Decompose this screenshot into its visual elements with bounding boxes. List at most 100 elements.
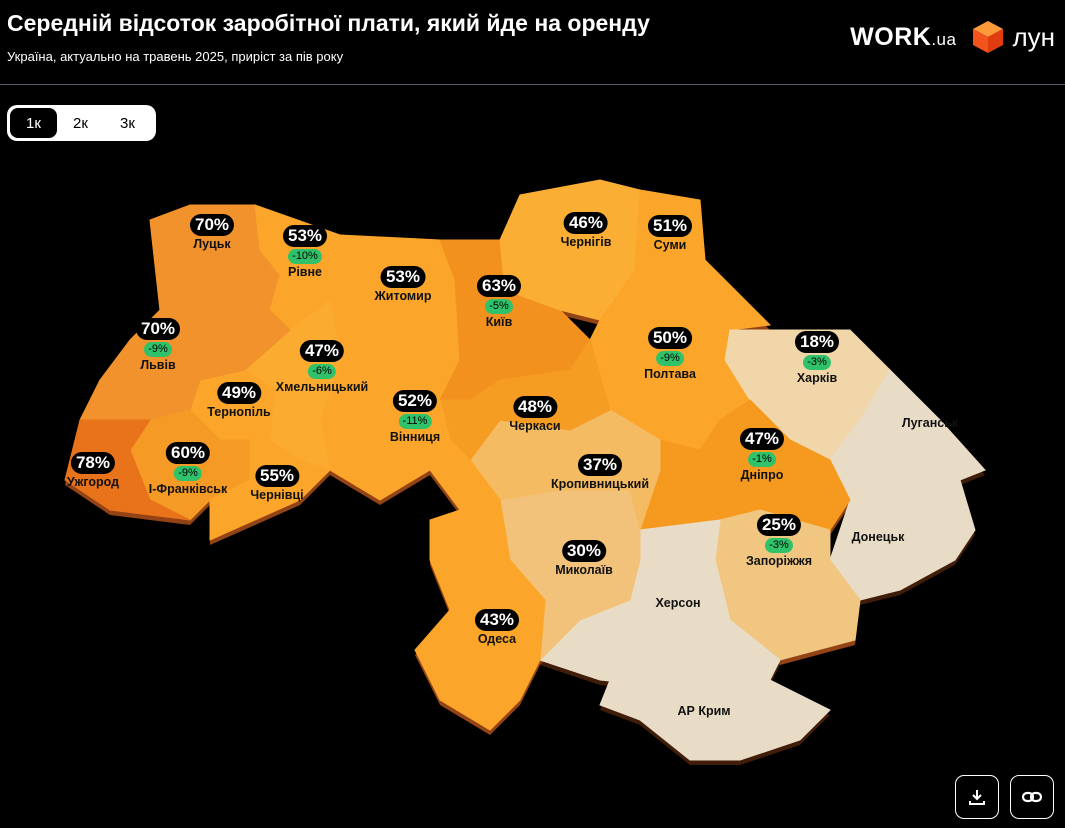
change-badge: -9%: [144, 342, 172, 357]
rent-share-value: 25%: [756, 514, 802, 536]
region-name: Київ: [485, 315, 513, 329]
region-label-kropyvnytskyi: 37% Кропивницький: [551, 454, 649, 491]
region-label-cherkasy: 48% Черкаси: [509, 396, 561, 433]
tab-3k[interactable]: 3к: [120, 114, 135, 132]
download-icon: [969, 790, 985, 805]
region-label-kharkiv: 18% -3% Харків: [794, 331, 840, 385]
region-name: Житомир: [374, 289, 432, 303]
change-badge: -10%: [288, 249, 322, 264]
region-label-zaporizhzhia: 25% -3% Запоріжжя: [746, 514, 812, 568]
region-label-donetsk: Донецьк: [852, 529, 905, 544]
region-crimea[interactable]: [599, 679, 831, 761]
region-name: Харків: [796, 371, 838, 385]
region-label-mykolaiv: 30% Миколаїв: [555, 540, 613, 577]
rent-share-value: 78%: [70, 452, 116, 474]
region-label-sumy: 51% Суми: [647, 215, 693, 252]
change-badge: -9%: [174, 466, 202, 481]
rent-share-value: 47%: [299, 340, 345, 362]
region-name: Кропивницький: [550, 477, 650, 491]
region-name: АР Крим: [677, 704, 731, 718]
download-button[interactable]: [955, 775, 999, 819]
work-logo-text: WORK: [850, 22, 932, 51]
page-subtitle: Україна, актуально на травень 2025, прир…: [7, 49, 344, 64]
region-label-poltava: 50% -9% Полтава: [644, 327, 696, 381]
change-badge: -6%: [308, 364, 336, 379]
rent-share-value: 49%: [216, 382, 262, 404]
region-name: Луганськ: [901, 416, 959, 430]
region-label-crimea: АР Крим: [677, 703, 730, 718]
region-label-lviv: 70% -9% Львів: [135, 318, 181, 372]
region-label-dnipro: 47% -1% Дніпро: [739, 428, 785, 482]
change-badge: -1%: [748, 452, 776, 467]
region-zakarpattia[interactable]: [64, 419, 191, 521]
region-name: Чернігів: [560, 235, 612, 249]
tab-2k[interactable]: 2к: [73, 114, 88, 132]
page-title: Середній відсоток заробітної плати, який…: [7, 10, 650, 36]
region-label-kherson: Херсон: [655, 595, 700, 610]
rent-share-value: 37%: [577, 454, 623, 476]
region-label-kyiv: 63% -5% Київ: [476, 275, 522, 329]
copy-link-button[interactable]: [1010, 775, 1054, 819]
region-name: Черкаси: [509, 419, 561, 433]
region-name: Полтава: [644, 367, 696, 381]
rent-share-value: 30%: [561, 540, 607, 562]
change-badge: -5%: [485, 299, 513, 314]
change-badge: -11%: [398, 414, 432, 429]
lun-logo: лун: [972, 20, 1055, 54]
region-label-ivano_frankivsk: 60% -9% І-Франківськ: [149, 442, 227, 496]
region-name: Дніпро: [740, 468, 784, 482]
region-name: Луцьк: [193, 237, 231, 251]
rent-share-value: 51%: [647, 215, 693, 237]
region-name: Львів: [140, 358, 176, 372]
region-label-zakarpattia: 78% Ужгород: [67, 452, 119, 489]
rent-share-value: 50%: [647, 327, 693, 349]
region-name: І-Франківськ: [148, 482, 228, 496]
region-label-odesa: 43% Одеса: [474, 609, 520, 646]
work-ua-logo: WORK.ua: [850, 23, 956, 52]
lun-logo-text: лун: [1012, 21, 1055, 52]
logos: WORK.ua лун: [850, 20, 1055, 54]
rent-share-value: 18%: [794, 331, 840, 353]
region-name: Запоріжжя: [745, 554, 813, 568]
region-name: Хмельницький: [275, 380, 369, 394]
region-label-rivne: 53% -10% Рівне: [282, 225, 328, 279]
change-badge: -3%: [803, 355, 831, 370]
region-label-ternopil: 49% Тернопіль: [207, 382, 271, 419]
rent-share-value: 70%: [135, 318, 181, 340]
region-label-chernivtsi: 55% Чернівці: [250, 465, 304, 502]
region-name: Тернопіль: [207, 405, 271, 419]
change-badge: -3%: [765, 538, 793, 553]
link-icon: [1021, 791, 1043, 803]
region-name: Донецьк: [851, 530, 905, 544]
change-badge: -9%: [656, 351, 684, 366]
rent-share-value: 47%: [739, 428, 785, 450]
region-chernivtsi[interactable]: [209, 439, 331, 541]
region-name: Чернівці: [250, 488, 304, 502]
region-name: Одеса: [477, 632, 517, 646]
rent-share-value: 43%: [474, 609, 520, 631]
region-lviv[interactable]: [79, 309, 291, 421]
region-label-zhytomyr: 53% Житомир: [374, 266, 432, 303]
rent-share-value: 52%: [392, 390, 438, 412]
tab-1k[interactable]: 1к: [10, 108, 57, 138]
region-label-chernihiv: 46% Чернігів: [560, 212, 612, 249]
region-name: Рівне: [288, 265, 322, 279]
region-name: Херсон: [655, 596, 701, 610]
region-label-luhansk: Луганськ: [902, 415, 958, 430]
region-name: Суми: [653, 238, 687, 252]
rent-share-value: 60%: [165, 442, 211, 464]
cube-icon: [973, 21, 1004, 53]
header-divider: [0, 84, 1065, 85]
rent-share-value: 63%: [476, 275, 522, 297]
region-name: Вінниця: [389, 430, 441, 444]
region-label-khmelnytskyi: 47% -6% Хмельницький: [276, 340, 368, 394]
rent-share-value: 55%: [254, 465, 300, 487]
region-label-volyn: 70% Луцьк: [189, 214, 235, 251]
work-logo-suffix: .ua: [931, 29, 957, 49]
rent-share-value: 53%: [282, 225, 328, 247]
rent-share-value: 48%: [512, 396, 558, 418]
rent-share-value: 53%: [380, 266, 426, 288]
region-name: Ужгород: [66, 475, 120, 489]
room-count-tabs: 1к 2к 3к: [7, 105, 156, 141]
rent-share-value: 46%: [563, 212, 609, 234]
